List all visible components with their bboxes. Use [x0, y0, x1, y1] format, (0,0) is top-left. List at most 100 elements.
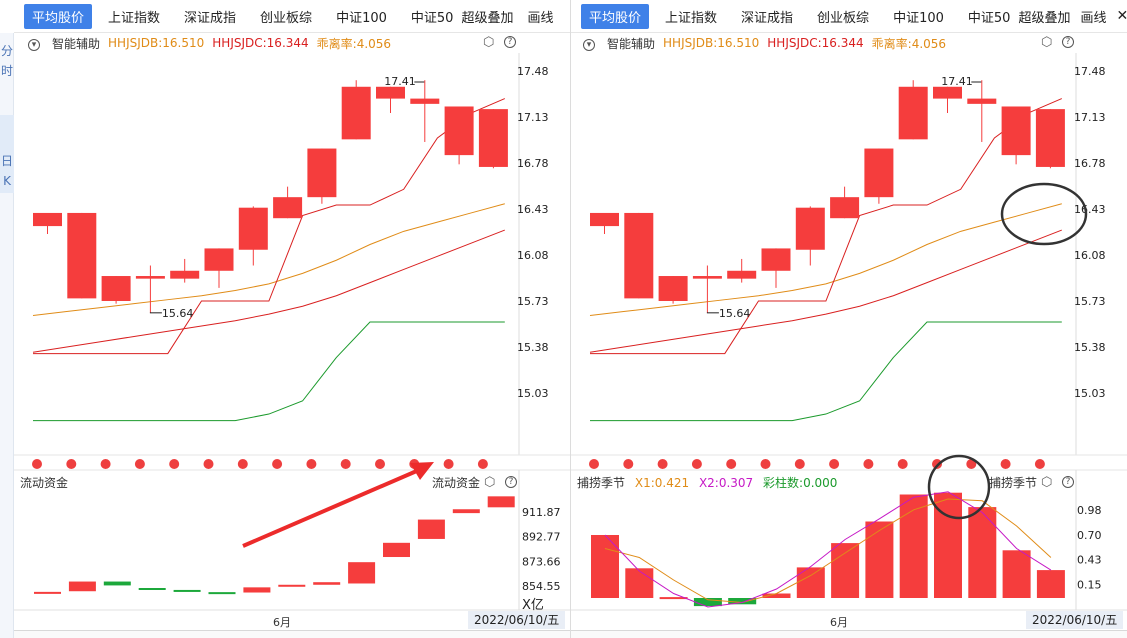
tab-csi50[interactable]: 中证50 — [410, 10, 454, 26]
candle-body — [410, 98, 440, 104]
price-tick-label: 17.48 — [517, 65, 549, 78]
signal-dot — [726, 459, 737, 469]
settings-hex-icon[interactable]: ⬡ — [483, 35, 495, 50]
close-icon[interactable]: ✕ — [1116, 8, 1127, 24]
hhjsjdc-value: HHJSJDC:16.344 — [767, 36, 864, 50]
super-overlay-button[interactable]: 超级叠加 — [1018, 10, 1071, 26]
flow-bar — [487, 496, 515, 508]
flow-fund-title-right: 流动资金 — [432, 476, 481, 490]
fishing-tick-label: 0.15 — [1077, 579, 1102, 592]
flow-bar — [138, 588, 166, 591]
tab-chinext[interactable]: 创业板综 — [817, 10, 870, 26]
signal-dot — [375, 459, 385, 469]
period-time-label[interactable]: 时 — [0, 64, 13, 78]
price-tick-label: 15.73 — [517, 295, 549, 308]
fishing-help-icon[interactable]: ? — [1062, 476, 1074, 488]
fishing-season-title: 捕捞季节 — [577, 476, 626, 490]
left-toolbar: 平均股价 上证指数 深证成指 创业板综 中证100 中证50 超级叠加 画线 — [14, 0, 570, 33]
flow-tick-label: 873.66 — [522, 555, 561, 568]
signal-dot — [1000, 459, 1011, 469]
left-bottom-tabs[interactable] — [14, 630, 570, 638]
tab-average-price[interactable]: 平均股价 — [581, 3, 650, 29]
right-indicator-row: ▾ 智能辅助 HHJSJDB:16.510 HHJSJDC:16.344 乖离率… — [571, 33, 1127, 53]
tab-csi100[interactable]: 中证100 — [336, 10, 387, 26]
indicator-name[interactable]: 智能辅助 — [607, 36, 656, 51]
signal-dot — [794, 459, 805, 469]
left-chart-panel: 平均股价 上证指数 深证成指 创业板综 中证100 中证50 超级叠加 画线 ▾… — [14, 0, 570, 638]
fishing-bar — [1036, 570, 1065, 598]
signal-dot — [443, 459, 454, 469]
candle-body — [761, 248, 791, 271]
draw-line-button[interactable]: 画线 — [527, 10, 554, 26]
fishing-season-title-right: 捕捞季节 — [989, 476, 1038, 490]
price-tick-label: 15.38 — [517, 341, 549, 354]
period-k-label[interactable]: K — [3, 174, 11, 188]
tab-csi50[interactable]: 中证50 — [967, 10, 1011, 26]
trend-line-red — [33, 98, 505, 355]
candle-body — [658, 276, 688, 301]
support-line-green — [33, 321, 505, 422]
tab-sse-index[interactable]: 上证指数 — [665, 10, 718, 26]
signal-dot — [623, 459, 634, 469]
signal-dot — [100, 459, 111, 469]
low-price-label: 15.64 — [719, 307, 751, 320]
candle-body — [341, 86, 371, 140]
hhjsjdb-value: HHJSJDB:16.510 — [663, 36, 760, 50]
right-bottom-tabs[interactable] — [571, 630, 1127, 638]
settings-hex-icon[interactable]: ⬡ — [1041, 35, 1053, 50]
flow-bar — [348, 562, 376, 584]
indicator-name[interactable]: 智能辅助 — [52, 36, 101, 51]
fishing-settings-hex-icon[interactable]: ⬡ — [1041, 475, 1053, 490]
indicator-dropdown-icon[interactable]: ▾ — [28, 36, 48, 51]
deviation-value: 乖离率:4.056 — [316, 36, 392, 51]
left-chart-svg: 17.48 17.13 16.78 16.43 16.08 15.73 15.38 15.03… — [14, 53, 570, 611]
flow-bar — [103, 581, 131, 586]
signal-dot — [66, 459, 77, 469]
signal-dot — [203, 459, 214, 469]
ma-line-red — [32, 229, 505, 353]
period-minute-label[interactable]: 分 — [0, 44, 13, 58]
tab-chinext[interactable]: 创业板综 — [260, 10, 313, 26]
price-tick-label: 17.48 — [1074, 65, 1106, 78]
flow-settings-hex-icon[interactable]: ⬡ — [484, 475, 496, 490]
indicator-dropdown-icon[interactable]: ▾ — [583, 36, 603, 51]
signal-dot — [863, 459, 874, 469]
annotation-circle-peak — [927, 454, 991, 520]
fishing-bar — [968, 507, 997, 598]
flow-help-icon[interactable]: ? — [505, 476, 517, 488]
fishing-tick-label: 0.70 — [1077, 529, 1102, 542]
annotation-arrow-head — [410, 462, 434, 480]
fishing-bar — [796, 567, 825, 598]
flow-bar — [34, 591, 61, 594]
left-indicator-icons: ⬡ ? — [483, 36, 516, 49]
flow-bar — [208, 592, 236, 595]
signal-dot — [897, 459, 908, 469]
fishing-icons: ⬡ ? — [1041, 476, 1074, 489]
signal-dot — [691, 459, 702, 469]
price-tick-label: 16.78 — [517, 157, 549, 170]
flow-bar — [278, 584, 306, 587]
ma-line-orange — [589, 203, 1062, 316]
help-icon[interactable]: ? — [1062, 36, 1074, 48]
flow-fund-icons: ⬡ ? — [484, 476, 517, 489]
tab-szse-index[interactable]: 深证成指 — [184, 10, 237, 26]
tab-sse-index[interactable]: 上证指数 — [108, 10, 161, 26]
flow-fund-title: 流动资金 — [20, 476, 69, 490]
candle-body — [307, 148, 337, 198]
candle-body — [238, 207, 268, 250]
fishing-bar — [865, 521, 894, 598]
tab-average-price[interactable]: 平均股价 — [24, 3, 93, 29]
period-day-label[interactable]: 日 — [0, 154, 13, 168]
ma-line-red — [589, 229, 1062, 353]
signal-dot — [760, 459, 771, 469]
tab-szse-index[interactable]: 深证成指 — [741, 10, 794, 26]
draw-line-button[interactable]: 画线 — [1080, 10, 1107, 26]
annotation-circle-ma — [1000, 182, 1088, 246]
candle-body — [444, 106, 474, 156]
tab-csi100[interactable]: 中证100 — [893, 10, 944, 26]
period-strip: 分 时 日 K — [0, 33, 14, 638]
help-icon[interactable]: ? — [504, 36, 516, 48]
fishing-bar — [591, 535, 619, 598]
super-overlay-button[interactable]: 超级叠加 — [461, 10, 514, 26]
